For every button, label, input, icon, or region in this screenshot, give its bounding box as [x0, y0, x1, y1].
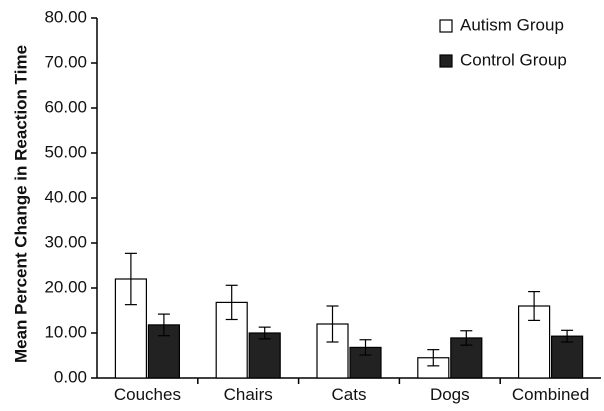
y-tick-label: 50.00 — [44, 142, 87, 161]
legend-label: Autism Group — [460, 15, 564, 34]
legend: Autism Group Control Group — [440, 15, 567, 69]
x-tick-label: Combined — [512, 385, 590, 404]
y-tick-label: 0.00 — [54, 367, 87, 386]
y-tick-label: 70.00 — [44, 52, 87, 71]
y-tick-label: 20.00 — [44, 277, 87, 296]
legend-label: Control Group — [460, 50, 567, 69]
y-tick-label: 80.00 — [44, 7, 87, 26]
y-axis: 0.00 10.00 20.00 30.00 40.00 50.00 60.00 70.00 8… — [44, 7, 97, 386]
x-tick-label: Chairs — [224, 385, 273, 404]
y-axis-title: Mean Percent Change in Reaction Time — [11, 45, 30, 363]
y-tick-label: 60.00 — [44, 97, 87, 116]
x-tick-label: Dogs — [430, 385, 470, 404]
y-tick-label: 30.00 — [44, 232, 87, 251]
y-tick-label: 10.00 — [44, 322, 87, 341]
x-axis: Couches Chairs Cats Dogs Combined — [97, 378, 601, 404]
x-tick-label: Couches — [114, 385, 181, 404]
bar-control-group — [249, 333, 280, 378]
x-tick-label: Cats — [332, 385, 367, 404]
legend-swatch-control-group — [440, 55, 452, 67]
bars — [115, 253, 582, 378]
legend-swatch-autism-group — [440, 20, 452, 32]
y-tick-label: 40.00 — [44, 187, 87, 206]
